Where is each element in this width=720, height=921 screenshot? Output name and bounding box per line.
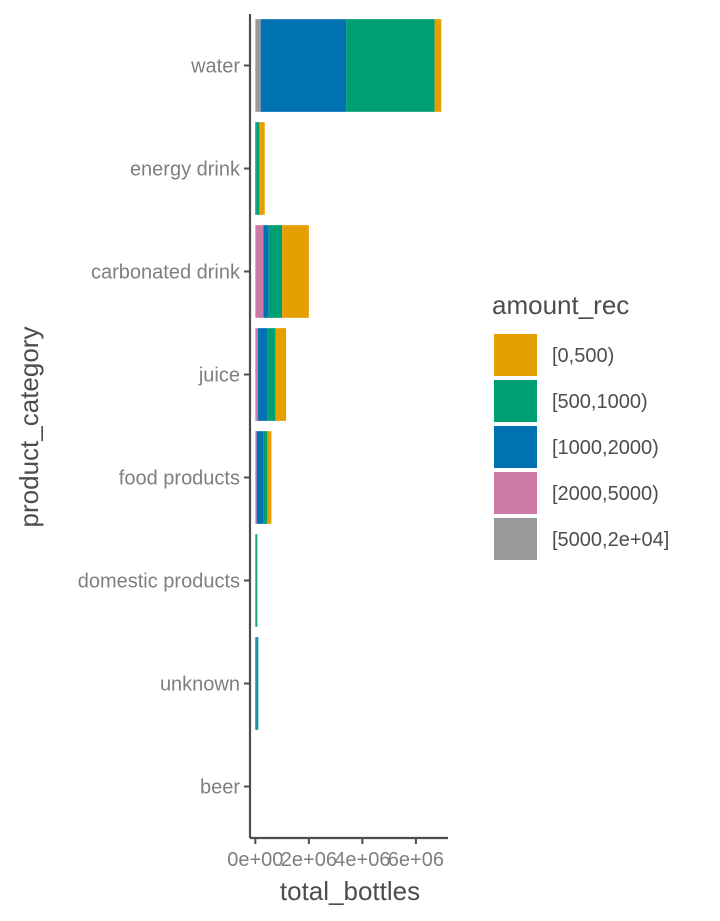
y-ticks: water energy drink carbonated drink juice fo… (78, 56, 250, 799)
legend: amount_rec [0,500)[500,1000)[1000,2000)[… (492, 290, 669, 560)
legend-label: [500,1000) (552, 391, 648, 413)
bar-segment (255, 431, 257, 524)
bar-segment (267, 431, 272, 524)
bar-segment (255, 225, 264, 318)
x-axis-title: total_bottles (280, 876, 420, 906)
bar-segment (275, 328, 287, 421)
bar-segment (255, 534, 257, 627)
bar-segment (282, 225, 309, 318)
bar-segment (346, 19, 435, 112)
x-tick-label: 4e+06 (334, 849, 390, 871)
legend-key (494, 472, 537, 514)
bar-segment (255, 328, 259, 421)
y-tick-label: food products (119, 468, 240, 490)
legend-label: [5000,2e+04] (552, 529, 669, 551)
bar-segment (256, 534, 258, 627)
legend-label: [0,500) (552, 345, 614, 367)
y-tick-label: water (190, 56, 240, 78)
legend-key (494, 426, 537, 468)
x-tick-label: 6e+06 (388, 849, 444, 871)
bar-segment (263, 431, 268, 524)
y-tick-label: unknown (160, 674, 240, 696)
bar-segment (258, 328, 268, 421)
bar-segment (255, 19, 261, 112)
y-axis-title: product_category (14, 327, 44, 528)
x-tick-label: 2e+06 (281, 849, 337, 871)
legend-key (494, 380, 537, 422)
bar-segment (256, 637, 259, 730)
y-tick-label: energy drink (130, 159, 241, 181)
legend-title: amount_rec (492, 290, 629, 320)
legend-label: [1000,2000) (552, 437, 659, 459)
bar-segment (255, 534, 256, 627)
bar-segment (255, 637, 257, 730)
bar-segment (256, 431, 264, 524)
bar-segment (259, 122, 265, 215)
bar-segment (260, 19, 347, 112)
legend-key (494, 518, 537, 560)
bar-segment (263, 225, 269, 318)
legend-label: [2000,5000) (552, 483, 659, 505)
bar-segment (255, 122, 257, 215)
bar-segment (268, 225, 283, 318)
legend-key (494, 334, 537, 376)
bar-segment (434, 19, 442, 112)
legend-items: [0,500) [500,1000) [1000,2000) [2000,5000) [… (494, 334, 669, 560)
axes-layer (248, 14, 448, 840)
y-tick-label: domestic products (78, 571, 240, 593)
y-tick-label: juice (198, 365, 240, 387)
y-tick-label: beer (200, 777, 240, 799)
bar-segment (267, 328, 276, 421)
x-tick-label: 0e+00 (227, 849, 283, 871)
y-tick-label: carbonated drink (91, 262, 241, 284)
bars-layer (255, 19, 442, 730)
bar-segment (256, 122, 260, 215)
